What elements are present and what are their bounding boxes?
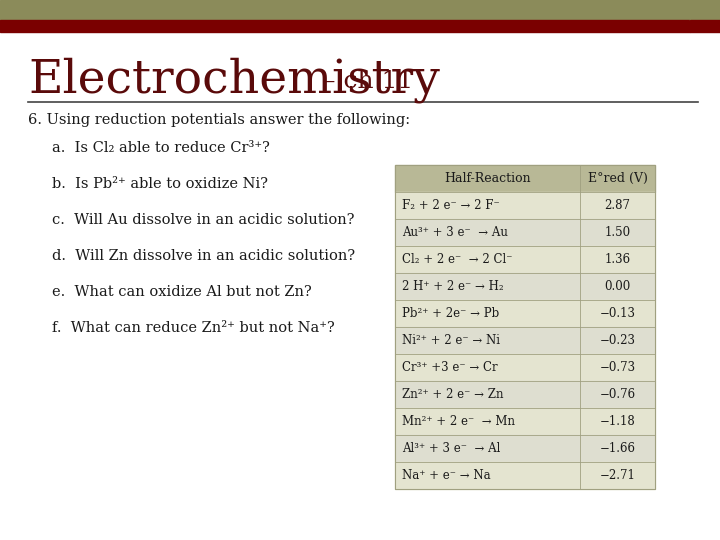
Text: Mn²⁺ + 2 e⁻  → Mn: Mn²⁺ + 2 e⁻ → Mn [402,415,515,428]
Text: Half-Reaction: Half-Reaction [444,172,531,185]
Text: a.  Is Cl₂ able to reduce Cr³⁺?: a. Is Cl₂ able to reduce Cr³⁺? [52,141,270,155]
Text: −0.73: −0.73 [600,361,636,374]
Bar [395,435,655,462]
Bar [690,20,720,32]
Text: Cr³⁺ +3 e⁻ → Cr: Cr³⁺ +3 e⁻ → Cr [402,361,498,374]
Text: c.  Will Au dissolve in an acidic solution?: c. Will Au dissolve in an acidic solutio… [52,213,354,227]
Bar [395,462,655,489]
Text: f.  What can reduce Zn²⁺ but not Na⁺?: f. What can reduce Zn²⁺ but not Na⁺? [52,321,335,335]
Bar [395,327,655,354]
Text: – ch 11: – ch 11 [315,71,413,93]
Text: Al³⁺ + 3 e⁻  → Al: Al³⁺ + 3 e⁻ → Al [402,442,500,455]
Text: Electrochemistry: Electrochemistry [28,57,440,103]
Text: −2.71: −2.71 [600,469,636,482]
Bar [395,246,655,273]
Text: Au³⁺ + 3 e⁻  → Au: Au³⁺ + 3 e⁻ → Au [402,226,508,239]
Text: 1.50: 1.50 [604,226,631,239]
Text: −1.66: −1.66 [600,442,636,455]
Text: 2.87: 2.87 [605,199,631,212]
Text: Cl₂ + 2 e⁻  → 2 Cl⁻: Cl₂ + 2 e⁻ → 2 Cl⁻ [402,253,513,266]
Text: −0.13: −0.13 [600,307,636,320]
Text: E°red (V): E°red (V) [588,172,647,185]
Bar [395,165,655,489]
Text: Na⁺ + e⁻ → Na: Na⁺ + e⁻ → Na [402,469,490,482]
Bar [395,219,655,246]
Bar [690,0,720,20]
Text: 6. Using reduction potentials answer the following:: 6. Using reduction potentials answer the… [28,113,410,127]
Bar [395,165,655,192]
Bar [395,408,655,435]
Bar [395,354,655,381]
Text: 2 H⁺ + 2 e⁻ → H₂: 2 H⁺ + 2 e⁻ → H₂ [402,280,503,293]
Bar [395,273,655,300]
Text: −0.23: −0.23 [600,334,636,347]
Text: Ni²⁺ + 2 e⁻ → Ni: Ni²⁺ + 2 e⁻ → Ni [402,334,500,347]
Bar [0,20,690,32]
Text: d.  Will Zn dissolve in an acidic solution?: d. Will Zn dissolve in an acidic solutio… [52,249,355,263]
Text: b.  Is Pb²⁺ able to oxidize Ni?: b. Is Pb²⁺ able to oxidize Ni? [52,177,268,191]
Text: F₂ + 2 e⁻ → 2 F⁻: F₂ + 2 e⁻ → 2 F⁻ [402,199,500,212]
Text: −1.18: −1.18 [600,415,635,428]
Bar [395,300,655,327]
Bar [0,0,690,20]
Bar [395,381,655,408]
Text: Pb²⁺ + 2e⁻ → Pb: Pb²⁺ + 2e⁻ → Pb [402,307,499,320]
Text: 1.36: 1.36 [604,253,631,266]
Text: e.  What can oxidize Al but not Zn?: e. What can oxidize Al but not Zn? [52,285,312,299]
Text: −0.76: −0.76 [600,388,636,401]
Text: 0.00: 0.00 [604,280,631,293]
Bar [395,192,655,219]
Text: Zn²⁺ + 2 e⁻ → Zn: Zn²⁺ + 2 e⁻ → Zn [402,388,503,401]
